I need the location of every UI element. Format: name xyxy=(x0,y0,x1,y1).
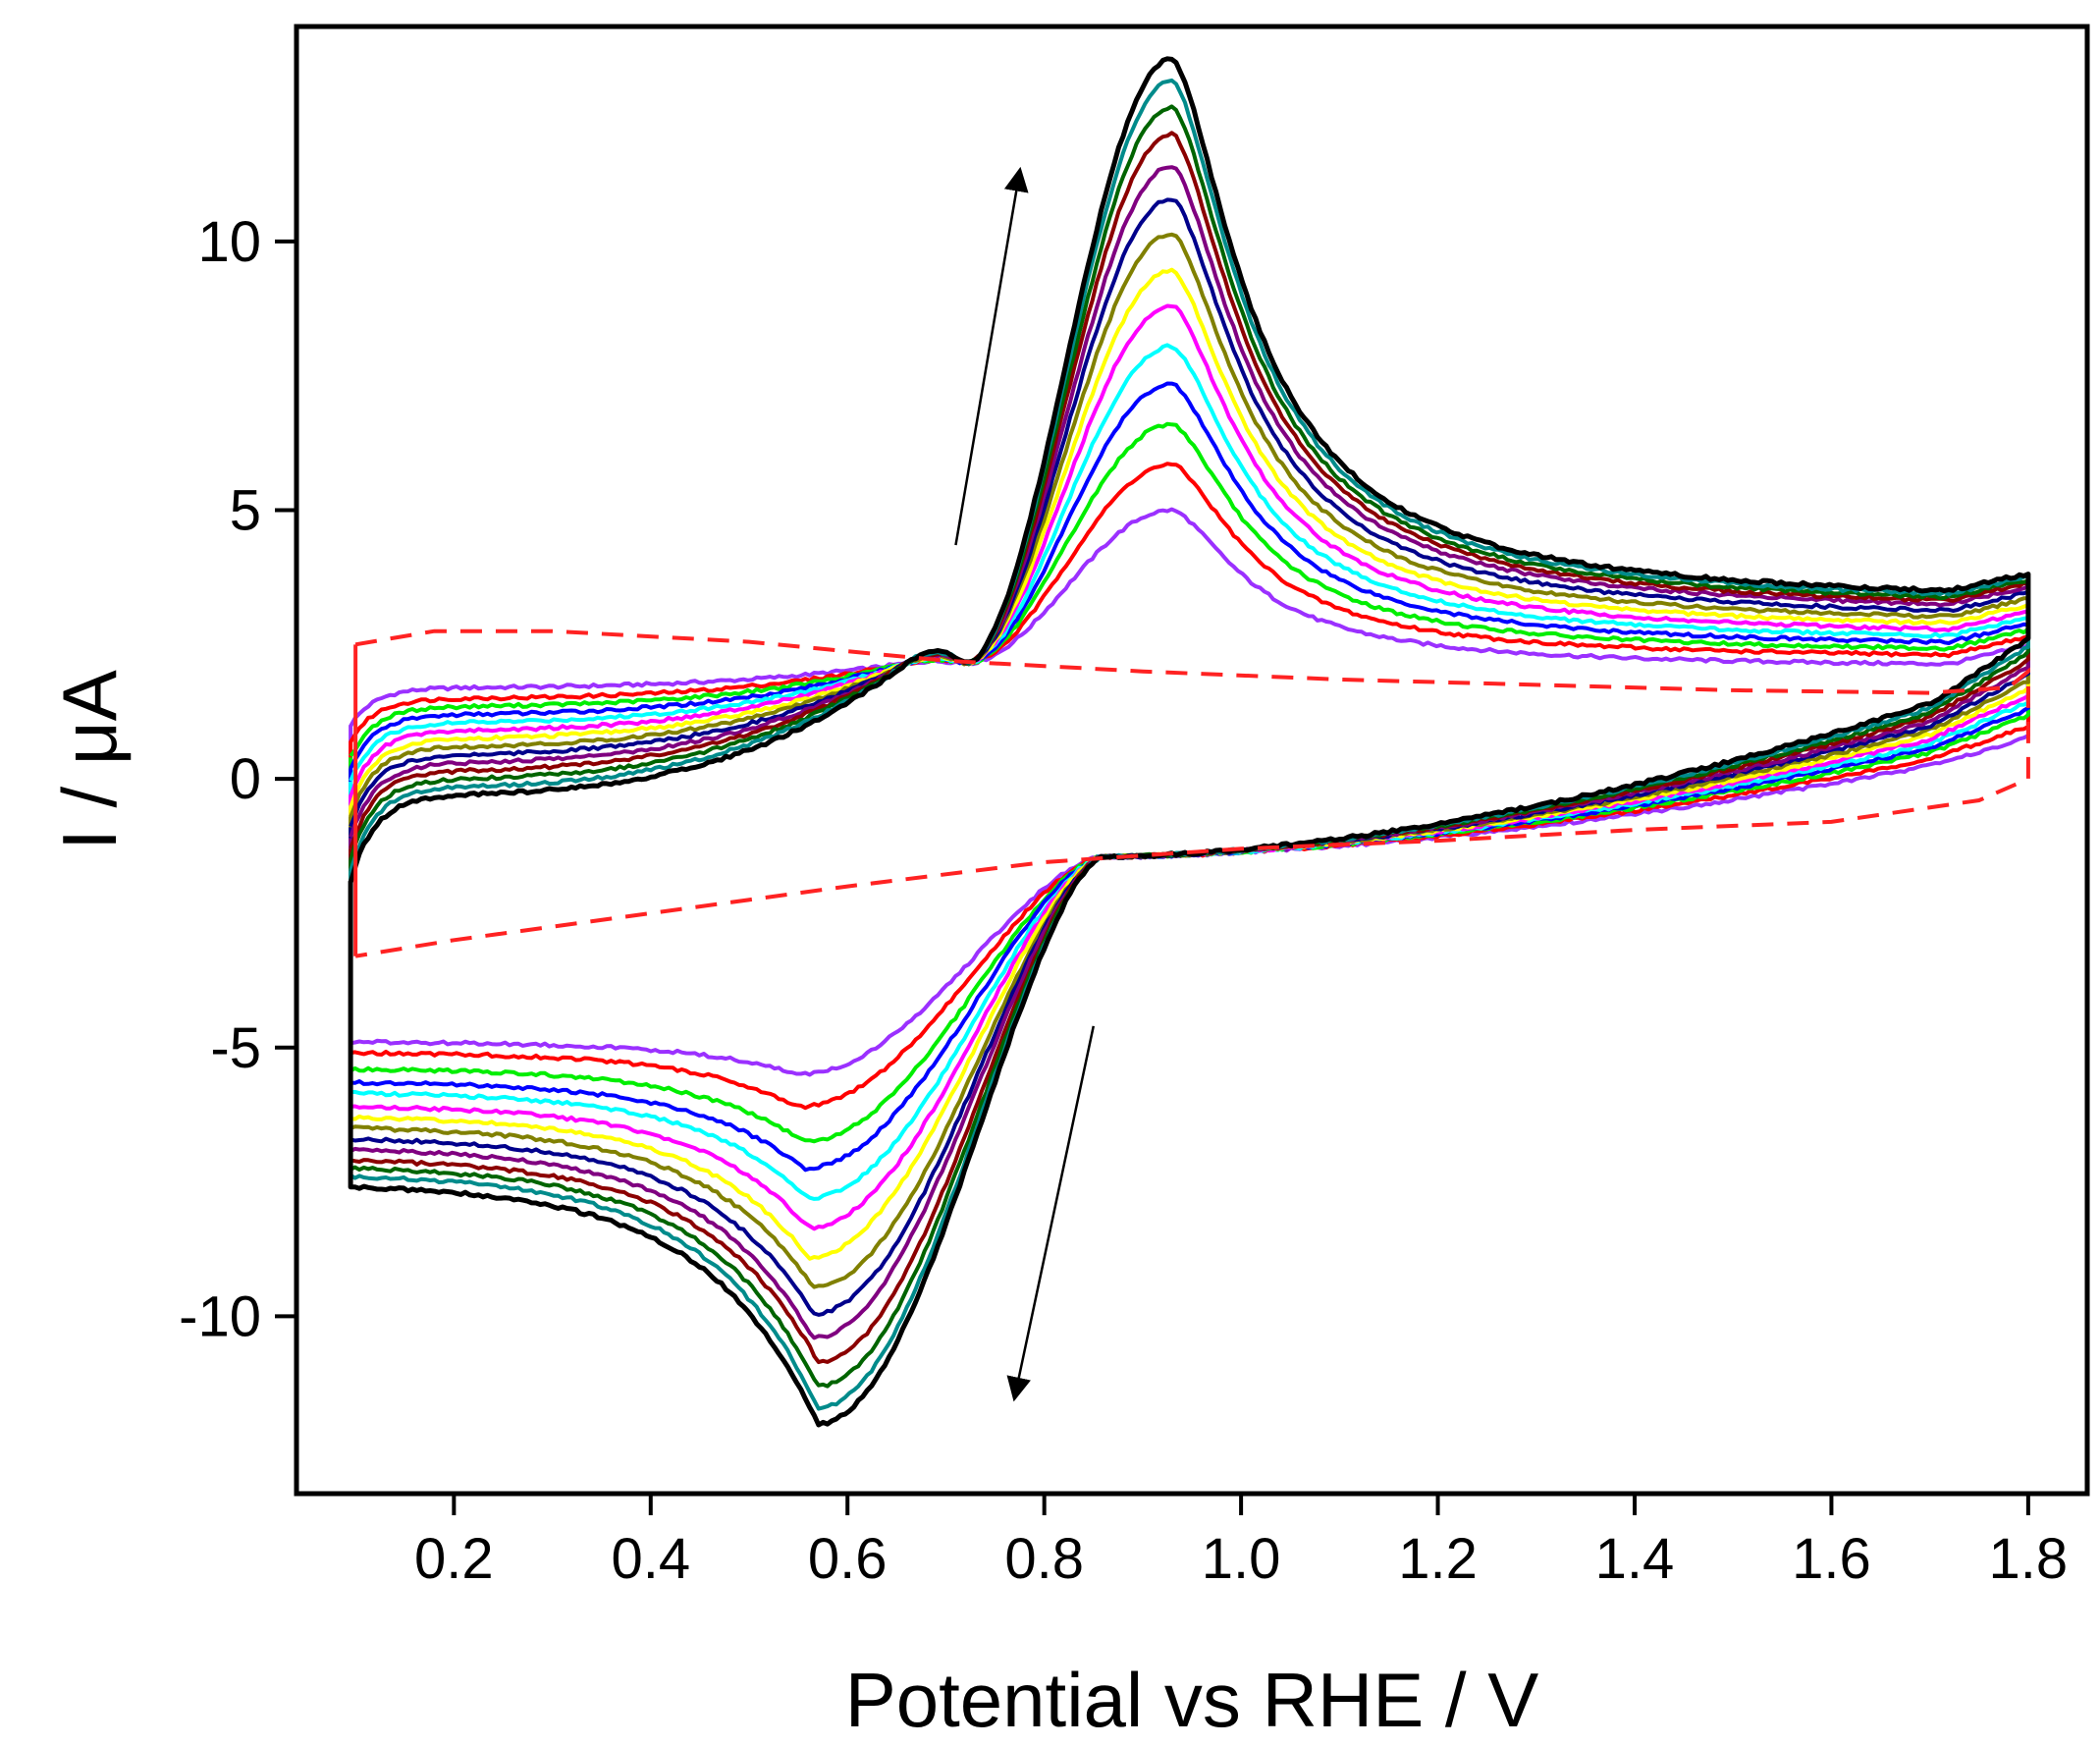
x-tick-label: 0.2 xyxy=(414,1527,494,1591)
series-line xyxy=(349,78,2030,1411)
x-tick-label: 1.4 xyxy=(1595,1527,1675,1591)
x-tick-label: 1.2 xyxy=(1398,1527,1478,1591)
plot-frame xyxy=(294,24,2090,1497)
tick-layer: 0.2 0.4 0.6 0.8 1.0 1.2 1.4 1.6 1.8 -10 -5 0 5 10 xyxy=(179,210,2068,1591)
x-tick-label: 1.0 xyxy=(1202,1527,1281,1591)
x-tick-label: 0.8 xyxy=(1004,1527,1084,1591)
background-series-line xyxy=(354,628,2030,958)
y-tick-label: -5 xyxy=(210,1016,261,1080)
y-tick-label: 0 xyxy=(230,747,261,811)
anodic-trend-arrow xyxy=(954,166,1029,546)
annotation-layer xyxy=(954,166,1096,1402)
x-tick-label: 0.6 xyxy=(808,1527,888,1591)
y-tick-label: 10 xyxy=(197,210,261,274)
x-axis-title: Potential vs RHE / V xyxy=(845,1657,1539,1743)
x-tick-label: 1.6 xyxy=(1792,1527,1871,1591)
series-layer xyxy=(348,56,2031,1428)
y-axis-title: I / μA xyxy=(46,670,133,850)
cathodic-trend-arrow xyxy=(1006,1025,1096,1402)
x-tick-label: 1.8 xyxy=(1989,1527,2069,1591)
x-tick-label: 0.4 xyxy=(611,1527,690,1591)
series-line xyxy=(348,56,2031,1428)
y-tick-label: 5 xyxy=(230,479,261,543)
y-tick-label: -10 xyxy=(179,1284,261,1348)
